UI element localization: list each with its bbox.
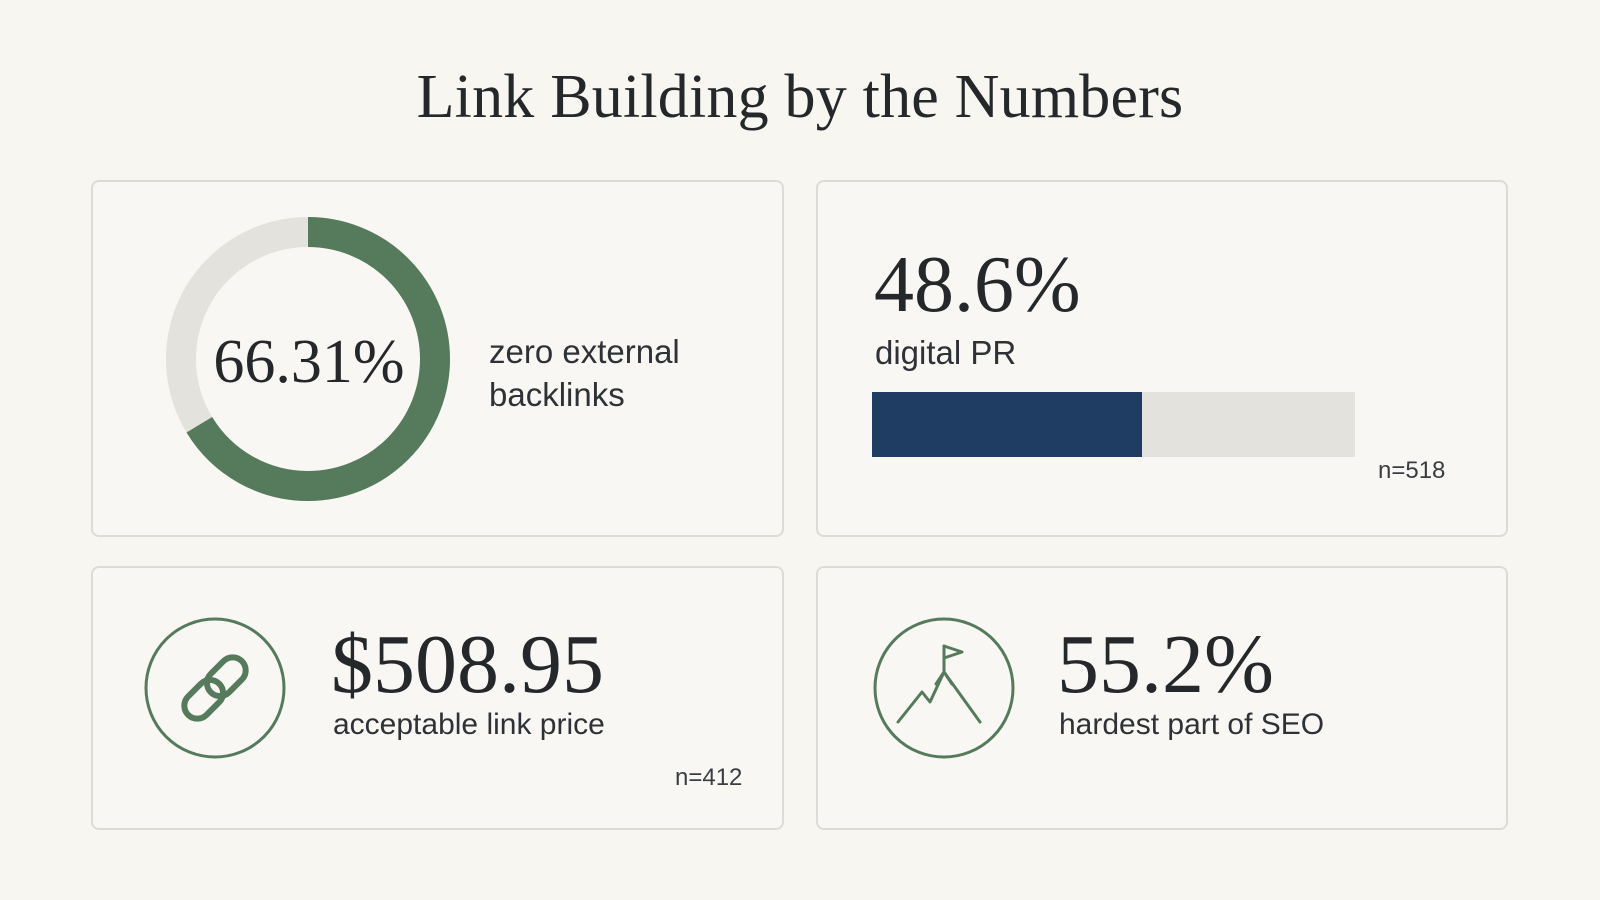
donut-value-arc — [166, 217, 450, 501]
hardest-seo-label: hardest part of SEO — [1059, 708, 1325, 741]
progress-track — [872, 392, 1355, 457]
donut-label: zero external backlinks — [489, 333, 680, 413]
hardest-seo-value: 55.2% — [1057, 618, 1274, 711]
stat-card-digital-pr: 48.6% digital PR n=518 — [816, 180, 1508, 537]
donut-chart — [166, 217, 450, 501]
digital-pr-value: 48.6% — [874, 241, 1081, 329]
link-price-value: $508.95 — [331, 618, 604, 711]
progress-fill — [872, 392, 1143, 457]
page-title: Link Building by the Numbers — [416, 63, 1184, 131]
link-price-label: acceptable link price — [333, 708, 605, 741]
link-icon — [144, 617, 286, 759]
donut-value: 66.31% — [213, 328, 405, 396]
mountain-flag-icon — [873, 617, 1015, 759]
digital-pr-label: digital PR — [875, 334, 1017, 371]
stat-card-link-price: $508.95 acceptable link price n=412 — [91, 566, 784, 830]
link-price-sample-size: n=412 — [675, 764, 743, 791]
stat-card-hardest-seo: 55.2% hardest part of SEO — [816, 566, 1508, 830]
digital-pr-sample-size: n=518 — [1378, 457, 1446, 484]
stat-card-backlinks: 66.31% zero external backlinks — [91, 180, 784, 537]
